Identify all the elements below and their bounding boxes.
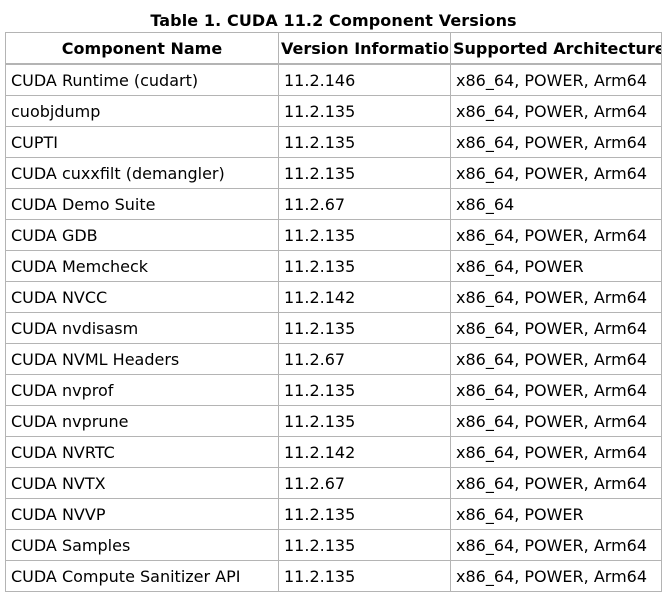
component-name-cell: CUDA NVTX <box>5 467 279 499</box>
version-cell: 11.2.135 <box>278 405 451 437</box>
version-cell: 11.2.135 <box>278 498 451 530</box>
architectures-cell: x86_64 <box>450 188 662 220</box>
table-row: CUDA NVVP 11.2.135 x86_64, POWER <box>5 498 662 530</box>
architectures-cell: x86_64, POWER, Arm64 <box>450 126 662 158</box>
version-cell: 11.2.135 <box>278 126 451 158</box>
component-name-cell: CUDA GDB <box>5 219 279 251</box>
header-supported-architectures: Supported Architectures <box>450 32 662 65</box>
version-cell: 11.2.135 <box>278 157 451 189</box>
version-cell: 11.2.135 <box>278 529 451 561</box>
component-name-cell: CUDA NVVP <box>5 498 279 530</box>
table-row: CUDA Memcheck 11.2.135 x86_64, POWER <box>5 250 662 282</box>
table-row: CUDA nvprof 11.2.135 x86_64, POWER, Arm64 <box>5 374 662 406</box>
component-name-cell: CUDA nvprune <box>5 405 279 437</box>
table-row: CUDA Runtime (cudart) 11.2.146 x86_64, POW… <box>5 63 662 96</box>
architectures-cell: x86_64, POWER, Arm64 <box>450 436 662 468</box>
version-cell: 11.2.135 <box>278 374 451 406</box>
architectures-cell: x86_64, POWER, Arm64 <box>450 529 662 561</box>
table-row: CUDA cuxxfilt (demangler) 11.2.135 x86_64,… <box>5 157 662 189</box>
table-caption: Table 1. CUDA 11.2 Component Versions <box>150 11 517 30</box>
version-cell: 11.2.67 <box>278 343 451 375</box>
component-name-cell: CUDA nvdisasm <box>5 312 279 344</box>
component-name-cell: CUDA NVRTC <box>5 436 279 468</box>
architectures-cell: x86_64, POWER, Arm64 <box>450 343 662 375</box>
header-component-name: Component Name <box>5 32 279 65</box>
component-name-cell: cuobjdump <box>5 95 279 127</box>
table-row: cuobjdump 11.2.135 x86_64, POWER, Arm64 <box>5 95 662 127</box>
table-header-row: Component Name Version Information Suppo… <box>5 32 662 65</box>
version-cell: 11.2.135 <box>278 312 451 344</box>
component-name-cell: CUDA cuxxfilt (demangler) <box>5 157 279 189</box>
architectures-cell: x86_64, POWER, Arm64 <box>450 374 662 406</box>
version-cell: 11.2.135 <box>278 95 451 127</box>
component-name-cell: CUPTI <box>5 126 279 158</box>
component-name-cell: CUDA Compute Sanitizer API <box>5 560 279 592</box>
version-cell: 11.2.135 <box>278 219 451 251</box>
table-row: CUDA Samples 11.2.135 x86_64, POWER, Arm64 <box>5 529 662 561</box>
table-row: CUDA nvdisasm 11.2.135 x86_64, POWER, Arm6… <box>5 312 662 344</box>
version-cell: 11.2.67 <box>278 188 451 220</box>
table-row: CUDA Compute Sanitizer API 11.2.135 x86_64… <box>5 560 662 592</box>
table-row: CUDA NVTX 11.2.67 x86_64, POWER, Arm64 <box>5 467 662 499</box>
table-row: CUDA NVCC 11.2.142 x86_64, POWER, Arm64 <box>5 281 662 313</box>
version-cell: 11.2.67 <box>278 467 451 499</box>
architectures-cell: x86_64, POWER, Arm64 <box>450 281 662 313</box>
table-row: CUDA NVRTC 11.2.142 x86_64, POWER, Arm64 <box>5 436 662 468</box>
version-cell: 11.2.146 <box>278 63 451 96</box>
architectures-cell: x86_64, POWER <box>450 250 662 282</box>
table-body: CUDA Runtime (cudart) 11.2.146 x86_64, POW… <box>5 63 662 592</box>
architectures-cell: x86_64, POWER, Arm64 <box>450 560 662 592</box>
version-cell: 11.2.142 <box>278 281 451 313</box>
architectures-cell: x86_64, POWER, Arm64 <box>450 63 662 96</box>
component-name-cell: CUDA NVCC <box>5 281 279 313</box>
table-row: CUPTI 11.2.135 x86_64, POWER, Arm64 <box>5 126 662 158</box>
architectures-cell: x86_64, POWER, Arm64 <box>450 219 662 251</box>
component-name-cell: CUDA Memcheck <box>5 250 279 282</box>
architectures-cell: x86_64, POWER, Arm64 <box>450 95 662 127</box>
component-name-cell: CUDA Samples <box>5 529 279 561</box>
component-name-cell: CUDA Demo Suite <box>5 188 279 220</box>
component-name-cell: CUDA nvprof <box>5 374 279 406</box>
version-cell: 11.2.135 <box>278 250 451 282</box>
architectures-cell: x86_64, POWER <box>450 498 662 530</box>
component-name-cell: CUDA Runtime (cudart) <box>5 63 279 96</box>
version-cell: 11.2.135 <box>278 560 451 592</box>
table-row: CUDA GDB 11.2.135 x86_64, POWER, Arm64 <box>5 219 662 251</box>
component-name-cell: CUDA NVML Headers <box>5 343 279 375</box>
table-row: CUDA NVML Headers 11.2.67 x86_64, POWER, A… <box>5 343 662 375</box>
architectures-cell: x86_64, POWER, Arm64 <box>450 157 662 189</box>
table-row: CUDA Demo Suite 11.2.67 x86_64 <box>5 188 662 220</box>
component-versions-table: Component Name Version Information Suppo… <box>5 32 662 592</box>
architectures-cell: x86_64, POWER, Arm64 <box>450 312 662 344</box>
architectures-cell: x86_64, POWER, Arm64 <box>450 405 662 437</box>
header-version-information: Version Information <box>278 32 451 65</box>
version-cell: 11.2.142 <box>278 436 451 468</box>
architectures-cell: x86_64, POWER, Arm64 <box>450 467 662 499</box>
table-row: CUDA nvprune 11.2.135 x86_64, POWER, Arm64 <box>5 405 662 437</box>
